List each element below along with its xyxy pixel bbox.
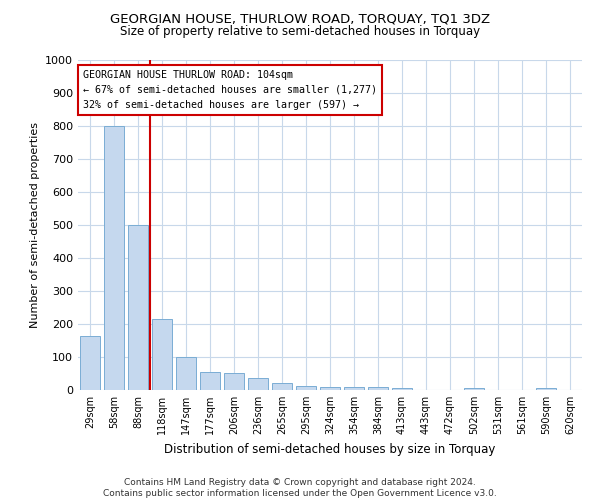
Bar <box>104 126 124 390</box>
Bar <box>296 386 316 390</box>
Bar <box>248 378 268 390</box>
Bar <box>152 319 172 390</box>
Text: Size of property relative to semi-detached houses in Torquay: Size of property relative to semi-detach… <box>120 25 480 38</box>
Bar <box>464 388 484 390</box>
Bar <box>344 386 364 390</box>
Bar <box>224 373 244 390</box>
Bar <box>272 384 292 390</box>
Y-axis label: Number of semi-detached properties: Number of semi-detached properties <box>29 122 40 328</box>
X-axis label: Distribution of semi-detached houses by size in Torquay: Distribution of semi-detached houses by … <box>164 442 496 456</box>
Bar <box>536 388 556 390</box>
Bar <box>200 372 220 390</box>
Text: GEORGIAN HOUSE THURLOW ROAD: 104sqm
← 67% of semi-detached houses are smaller (1: GEORGIAN HOUSE THURLOW ROAD: 104sqm ← 67… <box>83 70 377 110</box>
Bar <box>368 386 388 390</box>
Bar <box>320 386 340 390</box>
Text: Contains HM Land Registry data © Crown copyright and database right 2024.
Contai: Contains HM Land Registry data © Crown c… <box>103 478 497 498</box>
Bar <box>80 336 100 390</box>
Bar <box>128 225 148 390</box>
Bar <box>392 388 412 390</box>
Bar <box>176 357 196 390</box>
Text: GEORGIAN HOUSE, THURLOW ROAD, TORQUAY, TQ1 3DZ: GEORGIAN HOUSE, THURLOW ROAD, TORQUAY, T… <box>110 12 490 26</box>
